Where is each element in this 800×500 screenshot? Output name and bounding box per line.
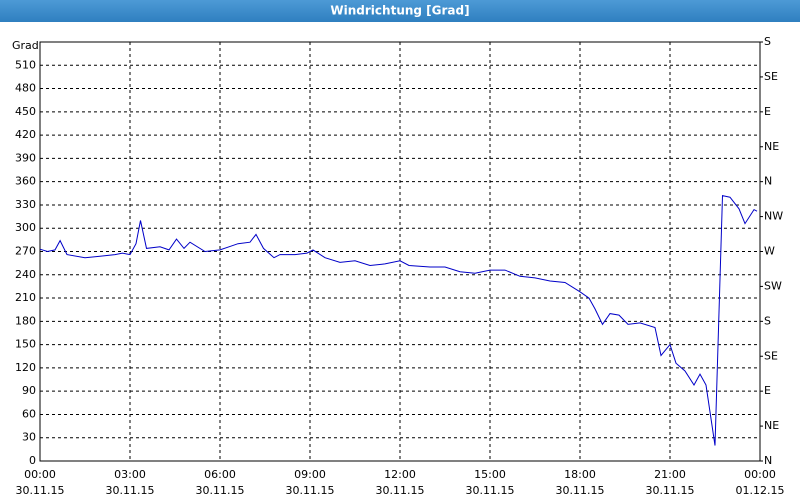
title-bar xyxy=(0,0,800,22)
y-tick-label: 270 xyxy=(15,245,36,258)
y-tick-label: 480 xyxy=(15,82,36,95)
y-tick-label: 60 xyxy=(22,407,36,420)
y-tick-label: 240 xyxy=(15,268,36,281)
y2-tick-label: N xyxy=(764,454,772,467)
y2-tick-label: S xyxy=(764,35,771,48)
x-tick-label: 00:00 xyxy=(24,468,56,481)
y-tick-label: 0 xyxy=(29,454,36,467)
x-tick-date: 30.11.15 xyxy=(646,484,695,497)
x-tick-date: 30.11.15 xyxy=(466,484,515,497)
y-tick-label: 90 xyxy=(22,384,36,397)
y2-tick-label: S xyxy=(764,314,771,327)
x-tick-date: 30.11.15 xyxy=(16,484,65,497)
y2-tick-label: NW xyxy=(764,210,783,223)
y-tick-label: 300 xyxy=(15,221,36,234)
y-tick-label: 360 xyxy=(15,175,36,188)
y2-tick-label: N xyxy=(764,175,772,188)
y2-tick-label: SE xyxy=(764,349,778,362)
y-tick-label: 30 xyxy=(22,431,36,444)
y-tick-label: 330 xyxy=(15,198,36,211)
y-tick-label: 150 xyxy=(15,338,36,351)
x-tick-date: 30.11.15 xyxy=(286,484,335,497)
x-tick-label: 09:00 xyxy=(294,468,326,481)
chart-title: Windrichtung [Grad] xyxy=(330,4,469,18)
y2-tick-label: E xyxy=(764,105,771,118)
y2-tick-label: NE xyxy=(764,419,779,432)
x-tick-date: 30.11.15 xyxy=(196,484,245,497)
x-tick-label: 18:00 xyxy=(564,468,596,481)
x-tick-label: 03:00 xyxy=(114,468,146,481)
x-tick-label: 15:00 xyxy=(474,468,506,481)
line xyxy=(39,194,758,446)
x-tick-label: 12:00 xyxy=(384,468,416,481)
y-tick-label: 120 xyxy=(15,361,36,374)
x-tick-label: 06:00 xyxy=(204,468,236,481)
x-tick-label: 21:00 xyxy=(654,468,686,481)
y2-tick-label: E xyxy=(764,384,771,397)
y2-tick-label: W xyxy=(764,245,775,258)
x-tick-date: 01.12.15 xyxy=(736,484,785,497)
x-tick-date: 30.11.15 xyxy=(376,484,425,497)
y-tick-label: 450 xyxy=(15,105,36,118)
y-tick-label: 180 xyxy=(15,314,36,327)
y2-tick-label: NE xyxy=(764,140,779,153)
y-axis-label: Grad xyxy=(12,39,39,52)
y2-tick-label: SW xyxy=(764,279,782,292)
y-tick-label: 390 xyxy=(15,151,36,164)
x-tick-label: 00:00 xyxy=(744,468,776,481)
plot-border xyxy=(39,41,761,462)
y-tick-label: 510 xyxy=(15,58,36,71)
x-tick-date: 30.11.15 xyxy=(106,484,155,497)
y-tick-label: 210 xyxy=(15,291,36,304)
y-tick-label: 420 xyxy=(15,128,36,141)
y2-tick-label: SE xyxy=(764,70,778,83)
x-tick-date: 30.11.15 xyxy=(556,484,605,497)
